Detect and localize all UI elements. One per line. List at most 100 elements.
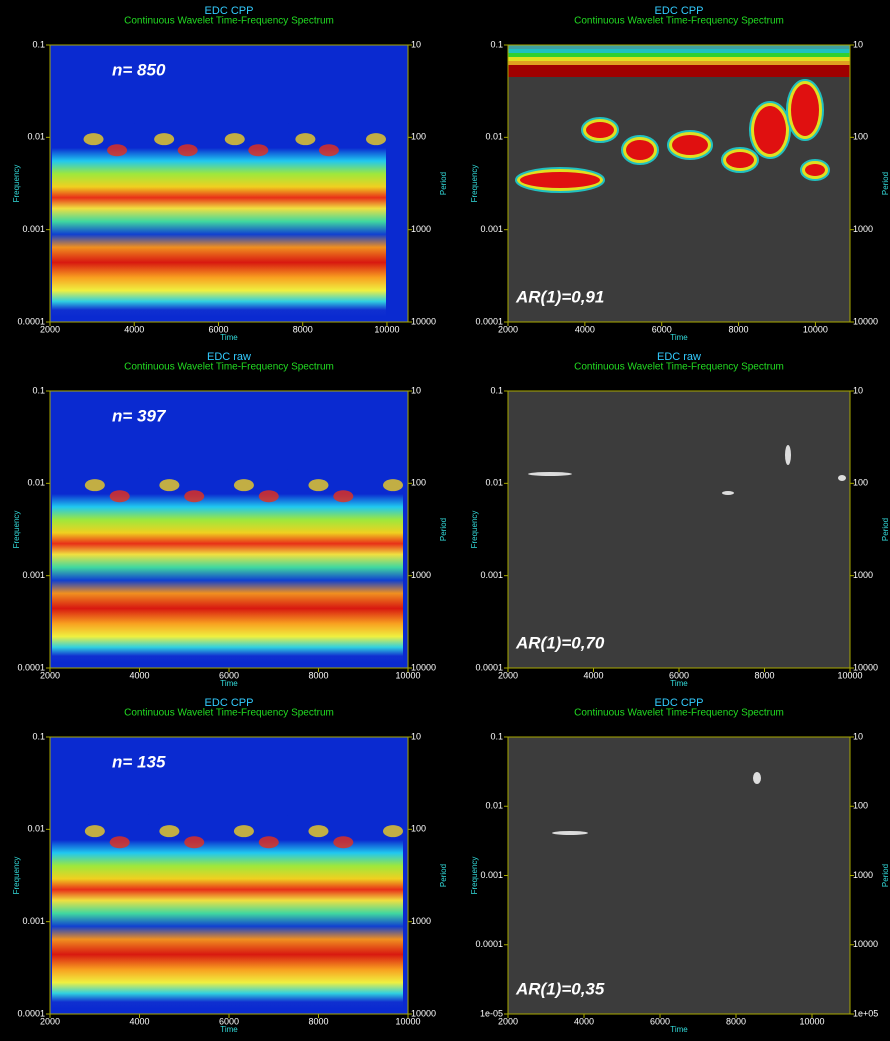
y-tick-label: 0.1 xyxy=(32,731,45,741)
y2-tick-label: 1000 xyxy=(853,570,873,580)
spectrum-blob xyxy=(134,814,155,827)
contour-blob xyxy=(805,164,825,176)
y-tick-label: 0.0001 xyxy=(475,939,503,949)
y-tick-label: 0.001 xyxy=(22,570,45,580)
spectrum-blob xyxy=(109,490,130,503)
y-tick-label: 0.1 xyxy=(490,39,503,49)
x-tick-label: 6000 xyxy=(219,1016,239,1026)
y2-tick-label: 10000 xyxy=(411,316,436,326)
spectrum-blob xyxy=(130,122,151,135)
y-axis-label: Frequency xyxy=(470,165,479,203)
y2-tick-label: 1e+05 xyxy=(853,1008,878,1018)
x-tick-label: 4000 xyxy=(129,1016,149,1026)
y2-tick-label: 100 xyxy=(411,478,426,488)
spectrum-blob xyxy=(258,490,279,503)
y2-tick-label: 100 xyxy=(853,478,868,488)
y-tick-label: 0.0001 xyxy=(475,662,503,672)
y2-axis-label: Period xyxy=(439,864,448,887)
spectrum-blob xyxy=(84,825,105,838)
y2-tick-label: 10000 xyxy=(853,939,878,949)
x-tick-label: 10000 xyxy=(374,324,399,334)
contour-blob xyxy=(520,172,600,188)
y2-tick-label: 10 xyxy=(853,39,863,49)
x-tick-label: 8000 xyxy=(726,1016,746,1026)
x-tick-label: 2000 xyxy=(498,1016,518,1026)
y2-tick-label: 1000 xyxy=(411,916,431,926)
y-tick-label: 0.001 xyxy=(22,916,45,926)
x-tick-label: 4000 xyxy=(574,1016,594,1026)
y-tick-label: 0.01 xyxy=(485,478,503,488)
spectrum-blob xyxy=(109,836,130,849)
colorbar-band xyxy=(508,65,850,77)
x-tick-label: 10000 xyxy=(395,670,420,680)
annotation: AR(1)=0,70 xyxy=(515,633,605,652)
x-tick-label: 2000 xyxy=(498,670,518,680)
chart-title: EDC CPP xyxy=(205,697,254,709)
spectrum-blob xyxy=(224,133,245,146)
spectrum-blob xyxy=(383,825,403,838)
colorbar-band xyxy=(508,61,850,65)
x-tick-label: 6000 xyxy=(669,670,689,680)
spectrum-image xyxy=(52,446,403,663)
x-tick-label: 8000 xyxy=(293,324,313,334)
spectrum-blob xyxy=(258,836,279,849)
chart-subtitle: Continuous Wavelet Time-Frequency Spectr… xyxy=(574,708,784,719)
contour-blob xyxy=(754,106,786,154)
y-axis-label: Frequency xyxy=(12,857,21,895)
spectrum-blob xyxy=(333,490,354,503)
colorbar-band xyxy=(508,49,850,53)
y2-tick-label: 10 xyxy=(853,385,863,395)
y-axis-label: Frequency xyxy=(470,857,479,895)
y-tick-label: 0.0001 xyxy=(475,316,503,326)
contour-blob xyxy=(528,472,572,476)
x-tick-label: 4000 xyxy=(575,324,595,334)
y2-tick-label: 1000 xyxy=(411,224,431,234)
spectrum-blob xyxy=(159,825,180,838)
contour-blob xyxy=(791,84,819,136)
chart-subtitle: Continuous Wavelet Time-Frequency Spectr… xyxy=(574,362,784,373)
chart-title: EDC raw xyxy=(657,351,701,363)
spectrum-image xyxy=(52,792,403,1009)
spectrum-blob xyxy=(84,479,105,492)
plot-background xyxy=(508,737,850,1014)
y2-tick-label: 10 xyxy=(411,39,421,49)
x-tick-label: 6000 xyxy=(650,1016,670,1026)
spectrum-blob xyxy=(60,468,80,481)
x-tick-label: 2000 xyxy=(498,324,518,334)
annotation: AR(1)=0,91 xyxy=(515,287,604,306)
x-axis-label: Time xyxy=(670,333,688,342)
y2-tick-label: 1000 xyxy=(853,870,873,880)
y-tick-label: 0.001 xyxy=(22,224,45,234)
x-tick-label: 6000 xyxy=(652,324,672,334)
spectrum-blob xyxy=(154,133,175,146)
y-tick-label: 0.01 xyxy=(27,824,45,834)
y2-tick-label: 10 xyxy=(411,731,421,741)
x-axis-label: Time xyxy=(220,1025,238,1034)
y-tick-label: 0.01 xyxy=(485,132,503,142)
x-tick-label: 8000 xyxy=(308,1016,328,1026)
spectrum-blob xyxy=(308,479,329,492)
y-tick-label: 0.01 xyxy=(27,132,45,142)
y-tick-label: 0.0001 xyxy=(17,316,45,326)
contour-blob xyxy=(726,152,754,168)
spectrum-blob xyxy=(383,479,403,492)
spectrum-blob xyxy=(318,144,339,157)
spectrum-blob xyxy=(209,468,230,481)
spectrum-blob xyxy=(83,133,104,146)
y-tick-label: 0.1 xyxy=(32,39,45,49)
chart-title: EDC CPP xyxy=(655,697,704,709)
x-tick-label: 6000 xyxy=(208,324,228,334)
spectrum-blob xyxy=(333,836,354,849)
y-tick-label: 0.1 xyxy=(490,385,503,395)
y-tick-label: 0.1 xyxy=(32,385,45,395)
chart-subtitle: Continuous Wavelet Time-Frequency Spectr… xyxy=(124,362,334,373)
y2-axis-label: Period xyxy=(881,864,890,887)
contour-blob xyxy=(838,475,846,481)
y-tick-label: 1e-05 xyxy=(480,1008,503,1018)
contour-blob xyxy=(586,122,614,138)
x-tick-label: 8000 xyxy=(754,670,774,680)
chart-subtitle: Continuous Wavelet Time-Frequency Spectr… xyxy=(124,16,334,27)
spectrum-blob xyxy=(184,490,205,503)
annotation: n= 850 xyxy=(112,60,166,79)
